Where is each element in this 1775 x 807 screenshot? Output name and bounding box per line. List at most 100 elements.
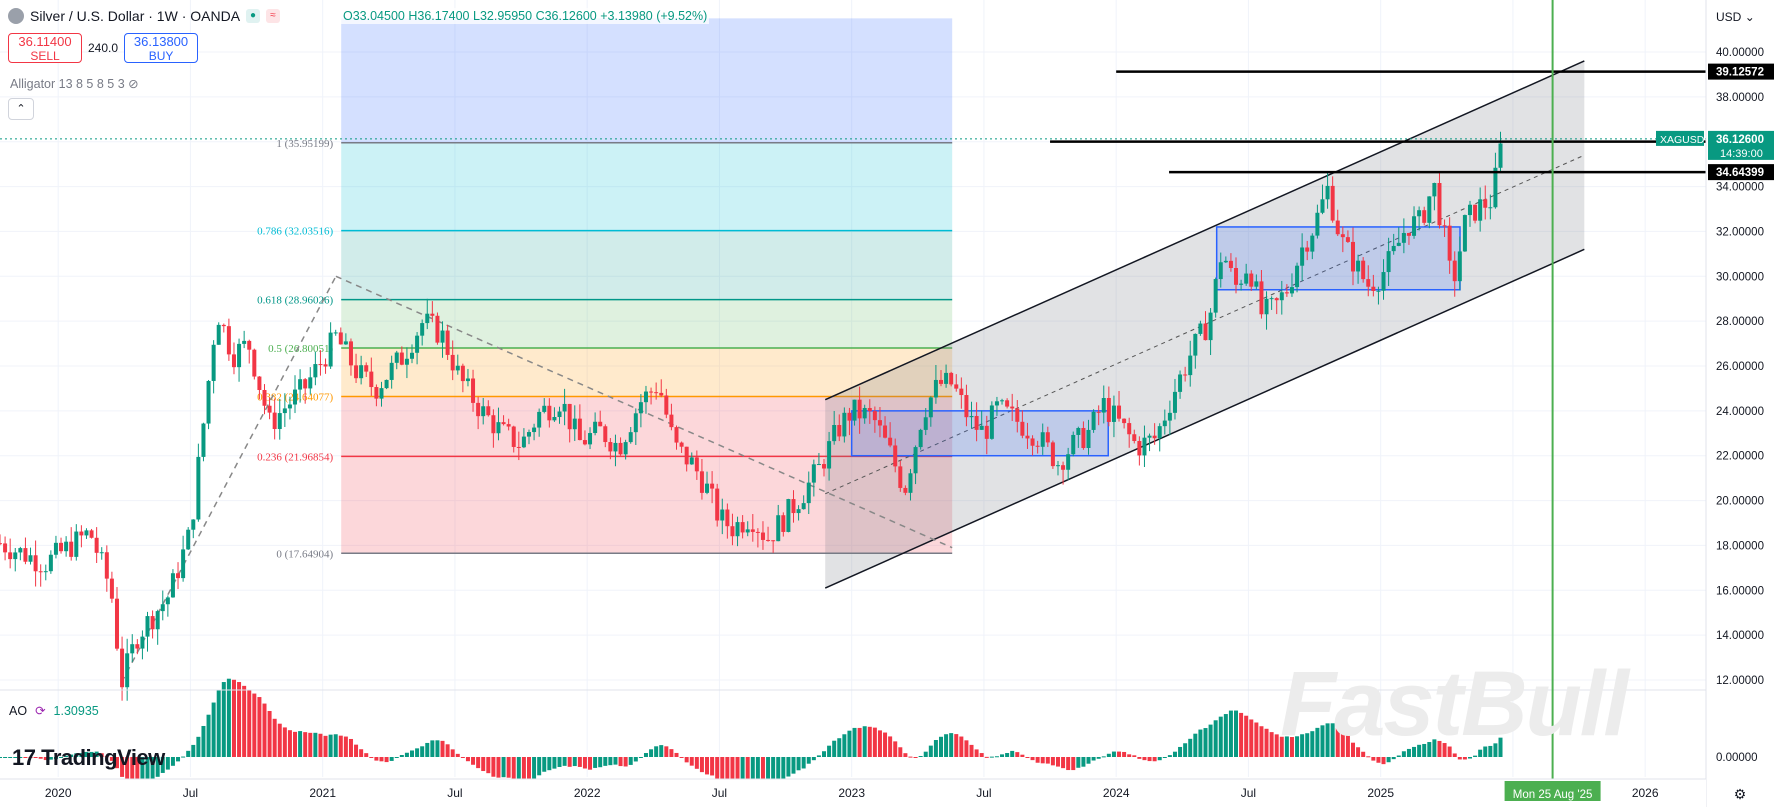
candle-body [1137,440,1142,456]
ao-bar [694,757,699,769]
candle-body [150,616,155,630]
symbol-title[interactable]: Silver / U.S. Dollar · 1W · OANDA [30,8,241,24]
candle-body [938,379,943,384]
candle-body [476,402,481,417]
candle-body [384,379,389,389]
ao-bar [221,682,226,757]
sell-button[interactable]: 36.11400 SELL [8,33,82,63]
ao-bar [964,740,969,757]
ao-bar [842,734,847,757]
candle-body [994,401,999,406]
ao-bar [1203,728,1208,757]
candle-body [1371,286,1376,291]
ao-bar [64,755,69,757]
candle-body [1244,273,1249,284]
candle-body [1269,298,1274,300]
ao-bar [618,757,623,767]
ao-bar [1447,746,1452,757]
ao-bar [1295,736,1300,757]
ao-bar [1096,757,1101,759]
candle-body [567,403,572,430]
ao-bar [847,730,852,757]
candle-body [211,344,216,381]
candle-body [766,539,771,541]
channel-mid-line [825,154,1585,495]
ao-bar [984,756,989,758]
candle-body [114,598,119,649]
ao-bar [1178,746,1183,757]
ao-bar [1218,716,1223,757]
ao-bar [99,753,104,757]
ao-bar [872,727,877,757]
candle-body [425,313,430,324]
channel-lower-line [824,248,1585,589]
candle-body [1010,406,1015,409]
ao-bar [242,685,247,757]
candle-body [1284,292,1289,294]
indicator-legend[interactable]: Alligator 13 8 5 8 5 3 ⊘ [10,76,139,91]
candle-body [745,529,750,533]
candle-body [125,653,130,688]
candle-body [628,432,633,443]
compare-icon[interactable]: ≈ [266,9,281,23]
candle-body [1127,423,1132,435]
candle-body [287,404,292,409]
candle-body [33,555,38,572]
ao-bar [84,751,89,757]
candle-body [104,552,109,579]
ao-bar [542,757,547,772]
fib-zone [341,456,953,554]
buy-button[interactable]: 36.13800 BUY [124,33,199,63]
ao-bar [1457,757,1462,760]
currency-selector[interactable]: USD ⌄ [1716,10,1755,24]
candle-body [684,446,689,465]
refresh-icon[interactable]: ⟳ [35,704,46,718]
candle-body [74,531,79,557]
low-value: L32.95950 [473,9,533,23]
candle-body [1483,199,1488,208]
market-status-icon[interactable]: ● [246,9,261,23]
candle-body [1417,210,1422,217]
candle-body [1457,251,1462,282]
buy-label: BUY [148,49,174,63]
collapse-legend-button[interactable]: ⌃ [8,98,34,120]
candle-body [120,648,125,688]
candle-body [933,379,938,398]
ao-bar [537,757,542,776]
ao-bar [638,757,643,758]
high-value: H36.17400 [408,9,470,23]
candle-body [1274,298,1279,301]
candle-body [191,519,196,530]
fib-zone [341,396,953,457]
candle-body [1096,411,1101,413]
candle-body [511,426,516,447]
ao-bar [165,757,170,770]
ao-bar [750,757,755,787]
ao-bar [1345,734,1350,757]
candle-body [1376,290,1381,292]
candle-body [1055,465,1060,467]
ao-bar [1137,757,1142,759]
price-tick-label: 12.00000 [1716,675,1764,687]
ao-bar [1356,747,1361,757]
ao-bar [755,757,760,785]
candle-body [750,529,755,532]
ao-bar [186,750,191,757]
ao-legend[interactable]: AO ⟳ 1.30935 [9,703,99,719]
candle-body [862,407,867,419]
tradingview-logo[interactable]: 17 TradingView [12,745,165,771]
ao-bar [521,757,526,780]
ao-bar [1188,738,1193,757]
ao-bar [547,757,552,771]
ao-bar [318,733,323,757]
ao-bar [908,756,913,758]
ao-bar [476,757,481,769]
candle-body [806,482,811,504]
ao-bar [1376,757,1381,763]
ao-bar [104,756,109,758]
ao-bar [822,751,827,757]
symbol-header[interactable]: Silver / U.S. Dollar · 1W · OANDA ● ≈ [8,8,281,24]
eye-off-icon[interactable]: ⊘ [128,77,139,91]
ao-bar [1310,731,1315,757]
